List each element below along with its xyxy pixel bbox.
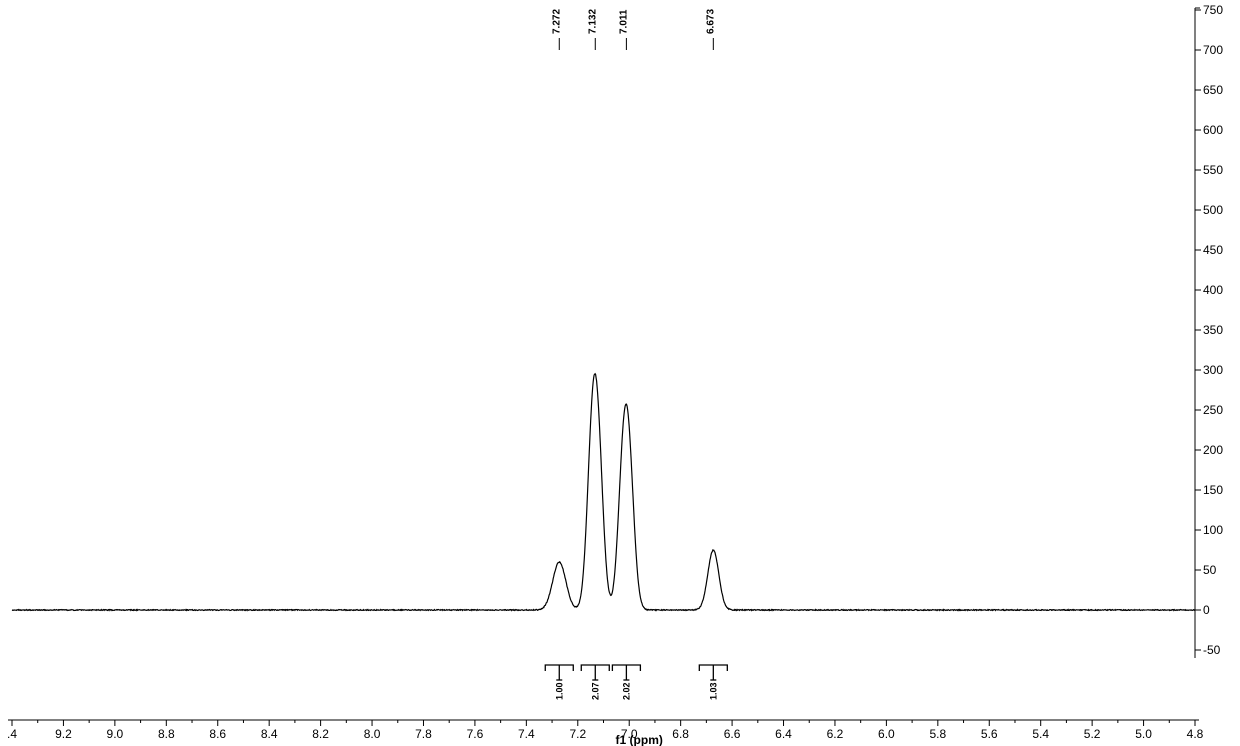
y-tick-label: 100: [1203, 523, 1223, 537]
y-tick-label: 0: [1203, 603, 1210, 617]
integral-label: 1.03: [708, 682, 718, 700]
y-tick-label: 300: [1203, 363, 1223, 377]
y-tick-label: 150: [1203, 483, 1223, 497]
integral-label: 2.02: [621, 682, 631, 700]
x-tick-label: 6.2: [827, 727, 844, 741]
x-tick-label: 8.4: [261, 727, 278, 741]
x-tick-label: 7.8: [415, 727, 432, 741]
spectrum-trace: [12, 374, 1195, 611]
x-tick-label: 8.8: [158, 727, 175, 741]
y-tick-label: 200: [1203, 443, 1223, 457]
x-tick-label: 5.2: [1084, 727, 1101, 741]
x-tick-label: 5.4: [1032, 727, 1049, 741]
x-tick-label: 6.6: [724, 727, 741, 741]
x-tick-label: 7.4: [518, 727, 535, 741]
y-tick-label: 600: [1203, 123, 1223, 137]
peak-label: 7.132: [587, 9, 598, 34]
y-tick-label: 400: [1203, 283, 1223, 297]
x-tick-label: 6.0: [878, 727, 895, 741]
x-tick-label: 8.2: [312, 727, 329, 741]
x-tick-label: 6.8: [672, 727, 689, 741]
x-tick-label: 5.0: [1135, 727, 1152, 741]
x-tick-label: .4: [7, 727, 17, 741]
nmr-svg: -50 0 50 100 150 200 250 300 350 400 450 500 550 600 6…: [0, 0, 1240, 746]
y-tick-label: 50: [1203, 563, 1217, 577]
x-tick-label: 4.8: [1187, 727, 1204, 741]
y-tick-label: 750: [1203, 3, 1223, 17]
x-tick-label: 8.6: [209, 727, 226, 741]
peak-label: 7.011: [618, 9, 629, 34]
integral-label: 1.00: [554, 682, 564, 700]
x-tick-label: 8.0: [364, 727, 381, 741]
y-tick-label: 550: [1203, 163, 1223, 177]
y-tick-label: 450: [1203, 243, 1223, 257]
peak-label: 6.673: [705, 9, 716, 34]
peak-label: 7.272: [551, 9, 562, 34]
x-tick-label: 9.2: [55, 727, 72, 741]
x-tick-label: 7.6: [467, 727, 484, 741]
integral-label: 2.07: [590, 682, 600, 700]
x-tick-label: 5.6: [981, 727, 998, 741]
y-tick-label: 350: [1203, 323, 1223, 337]
y-tick-label: 250: [1203, 403, 1223, 417]
x-tick-label: 5.8: [929, 727, 946, 741]
y-tick-label: 500: [1203, 203, 1223, 217]
x-tick-label: 7.2: [569, 727, 586, 741]
y-tick-label: 650: [1203, 83, 1223, 97]
x-axis-label: f1 (ppm): [616, 733, 663, 746]
x-tick-label: 6.4: [775, 727, 792, 741]
y-tick-label: -50: [1203, 643, 1221, 657]
y-tick-label: 700: [1203, 43, 1223, 57]
nmr-spectrum-chart: -50 0 50 100 150 200 250 300 350 400 450 500 550 600 6…: [0, 0, 1240, 746]
x-tick-label: 9.0: [107, 727, 124, 741]
